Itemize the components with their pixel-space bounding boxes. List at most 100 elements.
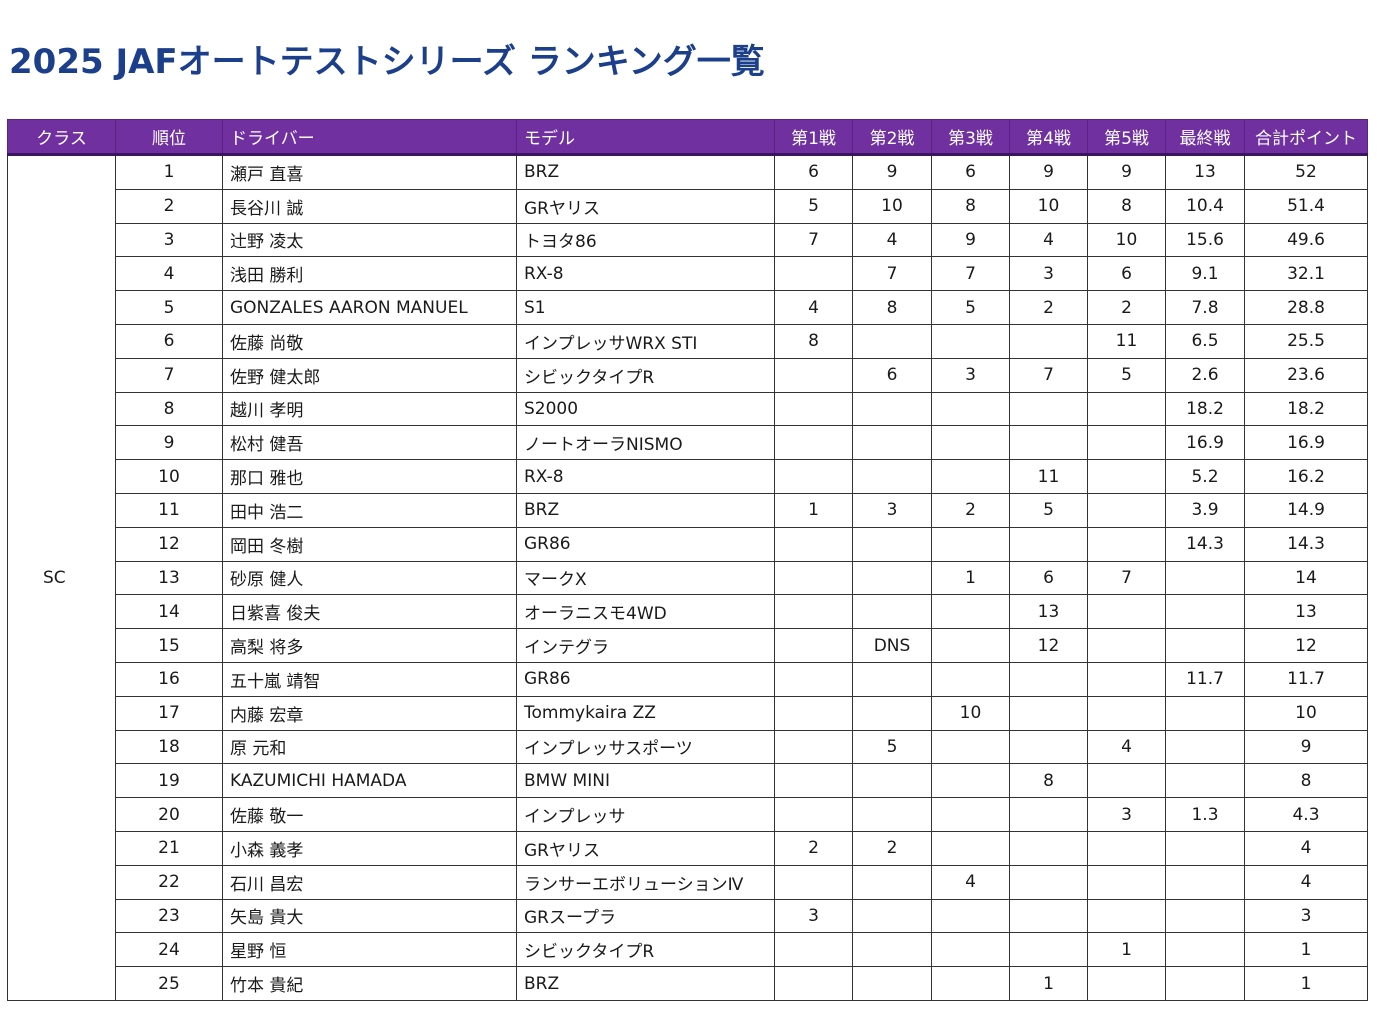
driver-cell: 星野 恒 — [222, 932, 517, 968]
total-points-cell: 4 — [1244, 864, 1368, 900]
driver-cell: 越川 孝明 — [222, 391, 517, 427]
total-points-cell: 9 — [1244, 729, 1368, 765]
rank-cell: 18 — [115, 729, 223, 765]
driver-cell: 那口 雅也 — [222, 459, 517, 494]
round-4-cell: 10 — [1009, 188, 1088, 224]
round-1-cell — [774, 628, 853, 663]
round-2-cell: 7 — [852, 256, 932, 292]
round-3-cell — [931, 459, 1010, 494]
round-4-cell: 2 — [1009, 290, 1088, 325]
final-cell: 9.1 — [1165, 256, 1245, 292]
round-1-cell: 2 — [774, 830, 853, 866]
driver-cell: 原 元和 — [222, 729, 517, 765]
round-1-cell: 8 — [774, 323, 853, 359]
table-row: 14 日紫喜 俊夫 オーラニスモ4WD 13 13 — [8, 594, 1368, 630]
round-5-cell — [1087, 459, 1166, 494]
round-2-cell: 4 — [852, 222, 932, 258]
round-3-cell: 4 — [931, 864, 1010, 900]
total-points-cell: 10 — [1244, 695, 1368, 731]
rank-cell: 12 — [115, 526, 223, 562]
round-5-cell: 1 — [1087, 932, 1166, 968]
driver-cell: 佐野 健太郎 — [222, 357, 517, 393]
round-5-cell — [1087, 763, 1166, 799]
round-1-cell — [774, 763, 853, 799]
round-4-cell: 8 — [1009, 763, 1088, 799]
round-3-cell — [931, 797, 1010, 832]
round-1-cell — [774, 695, 853, 731]
round-1-cell: 1 — [774, 492, 853, 528]
final-cell — [1165, 898, 1245, 934]
rank-cell: 11 — [115, 492, 223, 528]
round-5-cell — [1087, 898, 1166, 934]
rank-cell: 25 — [115, 966, 223, 1001]
round-1-cell: 7 — [774, 222, 853, 258]
round-4-cell — [1009, 323, 1088, 359]
round-3-cell: 1 — [931, 560, 1010, 596]
round-4-cell — [1009, 898, 1088, 934]
header-round-1: 第1戦 — [774, 119, 853, 156]
driver-cell: 長谷川 誠 — [222, 188, 517, 224]
model-cell: GRスープラ — [516, 898, 775, 934]
rank-cell: 17 — [115, 695, 223, 731]
round-4-cell — [1009, 526, 1088, 562]
header-round-4: 第4戦 — [1009, 119, 1088, 156]
round-4-cell: 4 — [1009, 222, 1088, 258]
rank-cell: 21 — [115, 830, 223, 866]
table-row: 19 KAZUMICHI HAMADA BMW MINI 8 8 — [8, 763, 1368, 799]
model-cell: ランサーエボリューションⅣ — [516, 864, 775, 900]
round-3-cell — [931, 729, 1010, 765]
table-row: 20 佐藤 敬一 インプレッサ 3 1.3 4.3 — [8, 797, 1368, 832]
round-2-cell — [852, 661, 932, 697]
round-3-cell: 3 — [931, 357, 1010, 393]
model-cell: シビックタイプR — [516, 357, 775, 393]
driver-cell: 浅田 勝利 — [222, 256, 517, 292]
header-model: モデル — [516, 119, 775, 156]
model-cell: GR86 — [516, 526, 775, 562]
table-row: 2 長谷川 誠 GRヤリス 5 10 8 10 8 10.4 51.4 — [8, 188, 1368, 224]
round-2-cell — [852, 966, 932, 1001]
rank-cell: 9 — [115, 425, 223, 461]
round-1-cell — [774, 661, 853, 697]
round-1-cell: 3 — [774, 898, 853, 934]
driver-cell: KAZUMICHI HAMADA — [222, 763, 517, 799]
model-cell: S2000 — [516, 391, 775, 427]
round-3-cell: 10 — [931, 695, 1010, 731]
round-4-cell — [1009, 425, 1088, 461]
round-4-cell: 9 — [1009, 154, 1088, 190]
final-cell — [1165, 560, 1245, 596]
rank-cell: 2 — [115, 188, 223, 224]
round-3-cell — [931, 323, 1010, 359]
round-3-cell: 5 — [931, 290, 1010, 325]
driver-cell: 内藤 宏章 — [222, 695, 517, 731]
final-cell — [1165, 864, 1245, 900]
model-cell: BRZ — [516, 492, 775, 528]
table-row: 18 原 元和 インプレッサスポーツ 5 4 9 — [8, 729, 1368, 765]
final-cell: 16.9 — [1165, 425, 1245, 461]
final-cell: 2.6 — [1165, 357, 1245, 393]
round-5-cell — [1087, 526, 1166, 562]
model-cell: BMW MINI — [516, 763, 775, 799]
total-points-cell: 51.4 — [1244, 188, 1368, 224]
round-5-cell: 6 — [1087, 256, 1166, 292]
model-cell: GRヤリス — [516, 830, 775, 866]
round-2-cell — [852, 898, 932, 934]
table-row: 17 内藤 宏章 Tommykaira ZZ 10 10 — [8, 695, 1368, 731]
driver-cell: 佐藤 敬一 — [222, 797, 517, 832]
header-round-2: 第2戦 — [852, 119, 932, 156]
final-cell — [1165, 729, 1245, 765]
round-2-cell: 8 — [852, 290, 932, 325]
final-cell — [1165, 628, 1245, 663]
total-points-cell: 16.2 — [1244, 459, 1368, 494]
table-row: 11 田中 浩二 BRZ 1 3 2 5 3.9 14.9 — [8, 492, 1368, 528]
round-5-cell — [1087, 864, 1166, 900]
round-3-cell: 7 — [931, 256, 1010, 292]
round-4-cell — [1009, 830, 1088, 866]
rank-cell: 4 — [115, 256, 223, 292]
final-cell: 13 — [1165, 154, 1245, 190]
model-cell: BRZ — [516, 154, 775, 190]
model-cell: BRZ — [516, 966, 775, 1001]
round-5-cell — [1087, 492, 1166, 528]
round-3-cell: 8 — [931, 188, 1010, 224]
driver-cell: 矢島 貴大 — [222, 898, 517, 934]
model-cell: インプレッサWRX STI — [516, 323, 775, 359]
